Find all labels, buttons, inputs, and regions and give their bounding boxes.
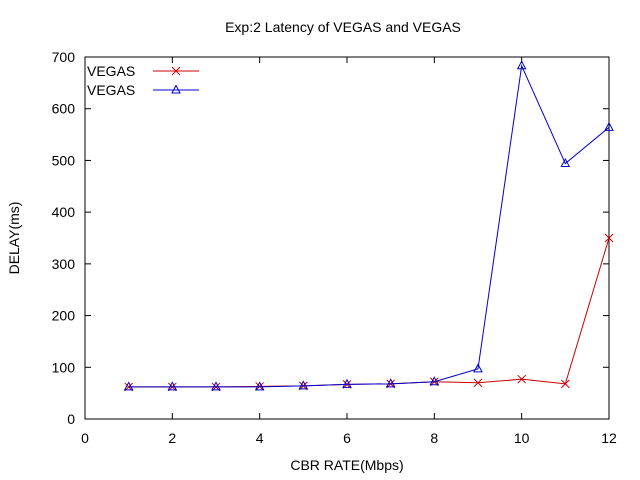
legend-label-2: VEGAS bbox=[87, 82, 135, 98]
x-tick-label: 6 bbox=[343, 430, 351, 446]
y-tick-label: 300 bbox=[52, 256, 76, 272]
x-tick-label: 12 bbox=[601, 430, 617, 446]
series-2-line bbox=[128, 64, 610, 388]
y-tick-label: 500 bbox=[52, 152, 76, 168]
series-2-point bbox=[385, 378, 396, 388]
series-1-point bbox=[604, 233, 614, 243]
series-1-point bbox=[517, 374, 527, 384]
series-1-point bbox=[255, 382, 265, 391]
y-tick-label: 0 bbox=[67, 411, 75, 427]
series-2-point bbox=[604, 121, 614, 131]
series-2-point bbox=[211, 381, 221, 391]
x-tick-label: 8 bbox=[430, 430, 438, 446]
series-2-point bbox=[167, 381, 178, 391]
x-tick-label: 0 bbox=[81, 430, 89, 446]
legend-marker-2 bbox=[171, 84, 181, 94]
y-tick-label: 600 bbox=[52, 101, 76, 117]
y-tick-label: 400 bbox=[52, 204, 76, 220]
series-2-point bbox=[429, 376, 440, 386]
series-2 bbox=[123, 60, 614, 391]
x-tick-label: 10 bbox=[514, 430, 530, 446]
y-tick-label: 700 bbox=[52, 49, 76, 65]
series-1-point bbox=[560, 379, 570, 389]
series-2-point bbox=[516, 60, 527, 70]
series-1-line bbox=[128, 237, 610, 388]
legend: VEGAS VEGAS bbox=[87, 63, 199, 98]
y-tick-label: 200 bbox=[52, 308, 76, 324]
y-tick-label: 100 bbox=[52, 359, 76, 375]
series-2-point bbox=[560, 157, 571, 168]
series-2-point bbox=[342, 378, 352, 388]
y-axis-label: DELAY(ms) bbox=[6, 202, 22, 275]
x-axis-ticks: 0 2 4 6 8 10 12 bbox=[81, 57, 617, 446]
x-axis-label: CBR RATE(Mbps) bbox=[290, 457, 403, 473]
legend-marker-1 bbox=[171, 66, 181, 76]
y-axis-ticks: 0 100 200 300 400 500 600 700 bbox=[52, 49, 609, 427]
series-2-point bbox=[254, 381, 265, 391]
series-1-point bbox=[473, 378, 483, 388]
series-2-point bbox=[123, 381, 134, 391]
series-layer bbox=[123, 60, 614, 392]
x-tick-label: 4 bbox=[256, 430, 264, 446]
axes bbox=[84, 56, 610, 420]
series-1 bbox=[124, 233, 614, 392]
plot-frame bbox=[84, 56, 610, 420]
series-2-point bbox=[473, 363, 483, 373]
series-2-point bbox=[298, 380, 309, 390]
chart-title: Exp:2 Latency of VEGAS and VEGAS bbox=[225, 19, 461, 35]
legend-label-1: VEGAS bbox=[87, 63, 135, 79]
x-tick-label: 2 bbox=[168, 430, 176, 446]
